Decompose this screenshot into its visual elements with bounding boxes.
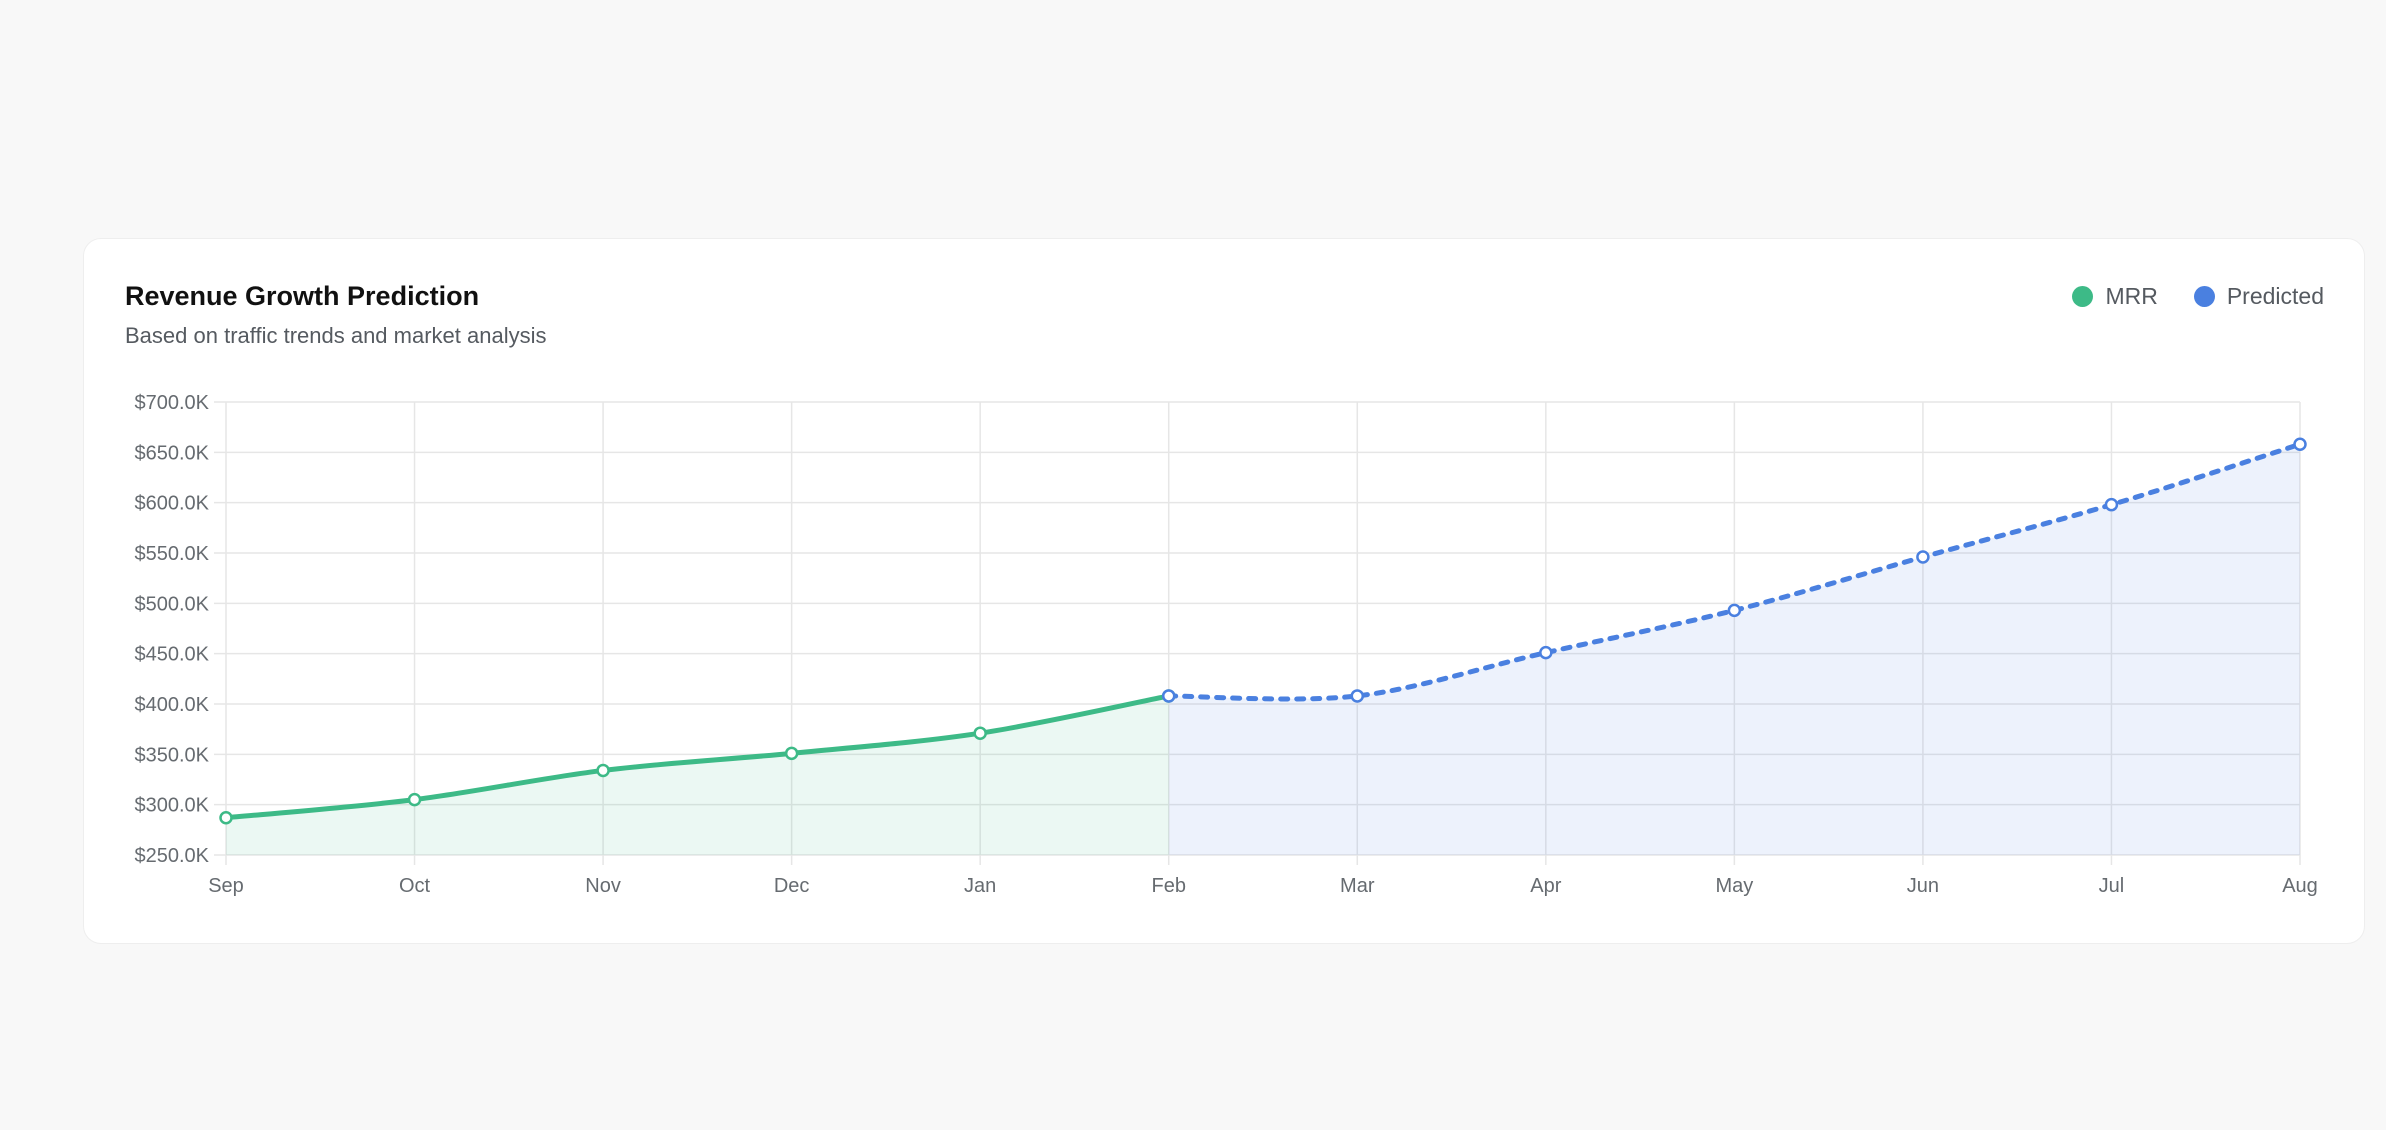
- data-point-mrr: [219, 811, 233, 825]
- legend-item-predicted[interactable]: Predicted: [2193, 283, 2324, 310]
- legend-label-mrr: MRR: [2105, 283, 2158, 309]
- series-line-mrr: [223, 693, 1172, 821]
- x-tick-label: May: [1715, 875, 1753, 897]
- y-tick-label: $500.0K: [134, 593, 209, 615]
- x-axis-ticks: Sep Oct Nov Dec Jan Feb Mar Apr May Jun Jul Aug: [208, 875, 2318, 897]
- x-tick-label: Apr: [1530, 875, 1561, 897]
- y-tick-label: $300.0K: [134, 795, 209, 817]
- x-tick-label: Jun: [1907, 875, 1939, 897]
- data-point-mrr: [784, 746, 799, 761]
- x-tick-label: Oct: [399, 875, 431, 897]
- x-tick-label: Dec: [774, 875, 810, 897]
- x-tick-label: Aug: [2282, 875, 2318, 897]
- data-point-mrr: [407, 792, 422, 807]
- legend-marker-predicted: [2193, 286, 2215, 307]
- y-tick-label: $550.0K: [134, 543, 209, 565]
- chart-subtitle: Based on traffic trends and market analy…: [125, 323, 547, 348]
- y-tick-label: $600.0K: [134, 493, 209, 515]
- x-tick-label: Jul: [2099, 875, 2125, 897]
- line-chart: $250.0K $300.0K $350.0K $400.0K $450.0K $500.…: [134, 392, 2318, 897]
- y-tick-label: $400.0K: [134, 694, 209, 716]
- y-axis-ticks: $250.0K $300.0K $350.0K $400.0K $450.0K $500.…: [134, 392, 209, 867]
- chart-points: [219, 437, 2307, 825]
- y-tick-label: $700.0K: [134, 392, 209, 414]
- y-tick-label: $650.0K: [134, 442, 209, 464]
- chart-card: Revenue Growth Prediction Based on traff…: [83, 238, 2365, 944]
- data-point-predicted: [2293, 437, 2307, 452]
- x-tick-label: Feb: [1151, 875, 1185, 897]
- y-tick-label: $450.0K: [134, 644, 209, 666]
- legend-item-mrr[interactable]: MRR: [2072, 283, 2158, 310]
- y-tick-label: $250.0K: [134, 845, 209, 867]
- data-point-predicted: [1350, 689, 1365, 703]
- data-point-predicted: [1727, 603, 1742, 618]
- chart-legend: MRR Predicted: [2072, 283, 2324, 310]
- data-point-mrr: [973, 726, 987, 740]
- y-tick-label: $350.0K: [134, 744, 209, 766]
- legend-marker-mrr: [2072, 286, 2094, 307]
- x-tick-label: Jan: [964, 875, 996, 897]
- x-tick-label: Sep: [208, 875, 244, 897]
- data-point-mrr: [596, 763, 610, 778]
- data-point-predicted: [1539, 645, 1553, 660]
- x-tick-label: Nov: [585, 875, 621, 897]
- chart-grid: [214, 401, 2301, 865]
- legend-label-predicted: Predicted: [2226, 283, 2324, 309]
- chart-areas: [226, 444, 2300, 855]
- area-mrr: [226, 695, 1169, 855]
- data-point-predicted: [1161, 689, 1176, 703]
- x-tick-label: Mar: [1340, 875, 1375, 897]
- chart-title: Revenue Growth Prediction: [125, 281, 480, 311]
- data-point-predicted: [2104, 497, 2119, 512]
- data-point-predicted: [1916, 550, 1930, 564]
- area-predicted: [1168, 444, 2300, 855]
